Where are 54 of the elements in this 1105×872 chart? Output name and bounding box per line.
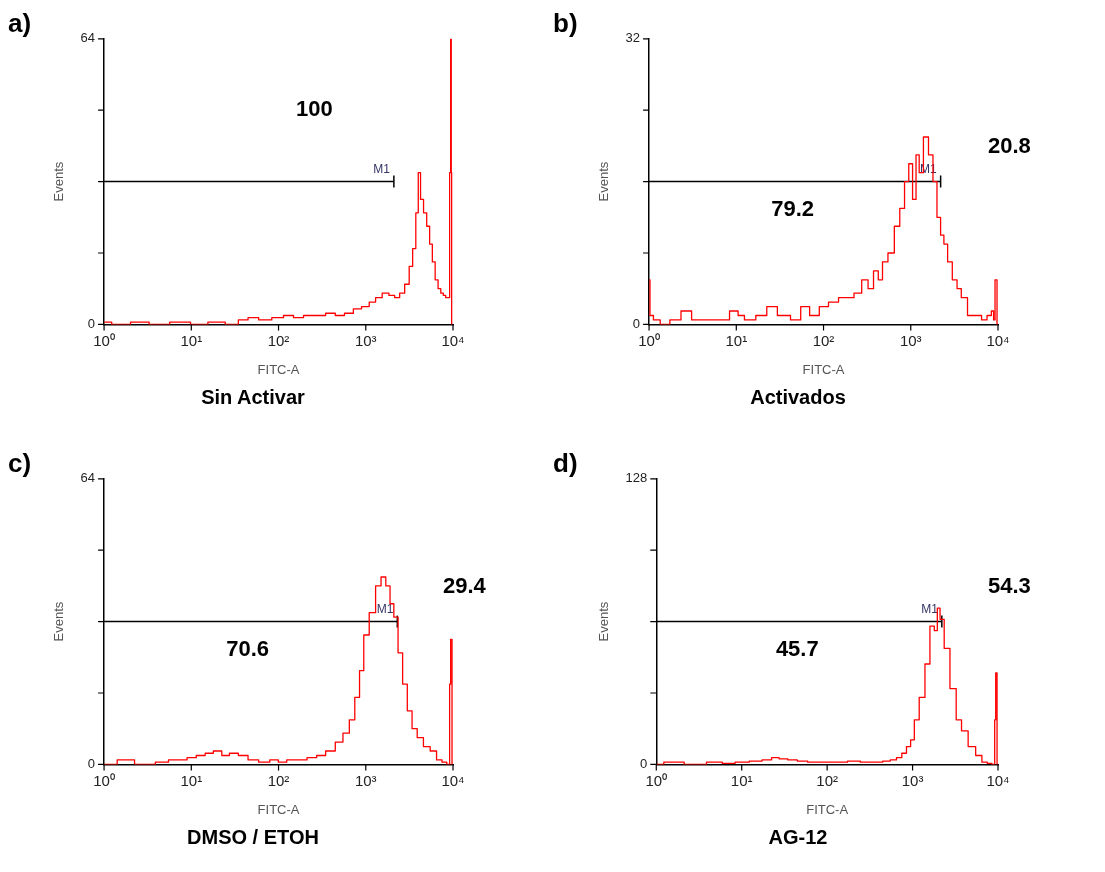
x-tick-label: 10²: [812, 331, 835, 349]
x-axis-title: FITC-A: [806, 801, 849, 817]
annotation: 79.2: [771, 196, 815, 222]
y-tick-label: 0: [632, 315, 641, 331]
x-tick-label: 10²: [267, 331, 290, 349]
series-label: M1: [376, 601, 394, 616]
series-label: M1: [373, 161, 391, 176]
chart-title: a): [8, 8, 32, 39]
text: Sin Activar: [200, 386, 306, 409]
y-tick-label: 64: [80, 470, 96, 486]
chart-title: d): [553, 448, 578, 479]
x-tick-label: 10³: [354, 331, 377, 349]
y-axis-title: Events: [51, 161, 67, 202]
x-tick-label: 10¹: [180, 771, 203, 789]
x-tick-label: 10³: [899, 331, 922, 349]
y-axis-title: Events: [596, 601, 612, 642]
x-tick-label: 10⁴: [986, 331, 1010, 349]
x-tick-label: 10³: [354, 771, 377, 789]
x-axis-title: FITC-A: [257, 361, 300, 377]
y-tick-label: 0: [87, 755, 96, 771]
y-tick-label: 0: [87, 315, 96, 331]
y-axis-title: Events: [596, 161, 612, 202]
y-tick-label: 64: [80, 30, 96, 46]
x-tick-label: 10³: [901, 771, 924, 789]
x-tick-label: 10²: [816, 771, 838, 789]
annotation: 45.7: [775, 636, 819, 662]
series-label: M1: [921, 601, 939, 616]
x-tick-label: 10⁰: [93, 771, 115, 789]
annotation: 100: [295, 96, 333, 122]
chart-title: c): [8, 448, 32, 479]
x-tick-label: 10⁴: [986, 771, 1010, 789]
x-tick-label: 10⁴: [441, 331, 465, 349]
x-tick-label: 10⁰: [645, 771, 668, 789]
annotation: 20.8: [988, 133, 1031, 159]
x-tick-label: 10¹: [725, 331, 748, 349]
annotation: 70.6: [226, 636, 270, 662]
x-tick-label: 10¹: [730, 771, 753, 789]
x-tick-label: 10⁴: [441, 771, 465, 789]
text: DMSO / ETOH: [186, 826, 320, 849]
annotation: 54.3: [988, 573, 1031, 599]
y-tick-label: 32: [625, 30, 641, 46]
x-tick-label: 10⁰: [638, 331, 660, 349]
x-tick-label: 10⁰: [93, 331, 115, 349]
x-tick-label: 10²: [267, 771, 290, 789]
text: Activados: [749, 386, 847, 409]
y-tick-label: 128: [625, 470, 648, 486]
text: AG-12: [767, 826, 829, 849]
annotation: 29.4: [443, 573, 487, 599]
x-tick-label: 10¹: [180, 331, 203, 349]
y-tick-label: 0: [640, 755, 648, 771]
chart-title: b): [553, 8, 578, 39]
x-axis-title: FITC-A: [257, 801, 300, 817]
x-axis-title: FITC-A: [802, 361, 845, 377]
y-axis-title: Events: [51, 601, 67, 642]
